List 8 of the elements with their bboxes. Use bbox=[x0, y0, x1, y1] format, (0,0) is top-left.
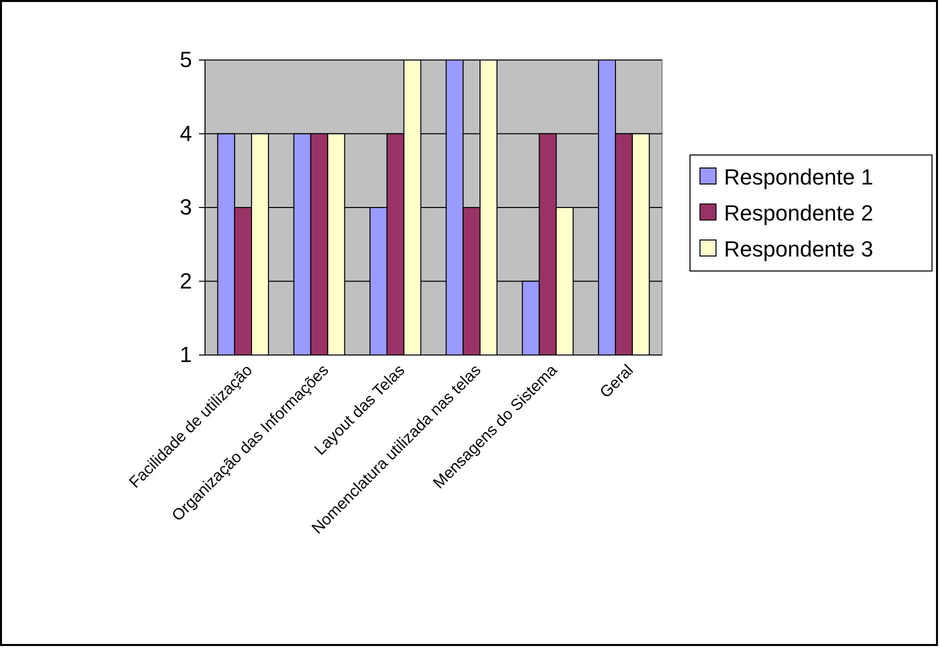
y-tick-label: 3 bbox=[180, 194, 192, 220]
y-tick-label: 4 bbox=[180, 120, 192, 146]
y-tick-label: 2 bbox=[180, 268, 192, 294]
y-tick-label: 5 bbox=[180, 47, 192, 72]
y-tick-label: 1 bbox=[180, 342, 192, 368]
legend-label: Respondente 3 bbox=[724, 236, 874, 262]
legend-label: Respondente 1 bbox=[724, 164, 874, 190]
legend-label: Respondente 2 bbox=[724, 200, 874, 226]
